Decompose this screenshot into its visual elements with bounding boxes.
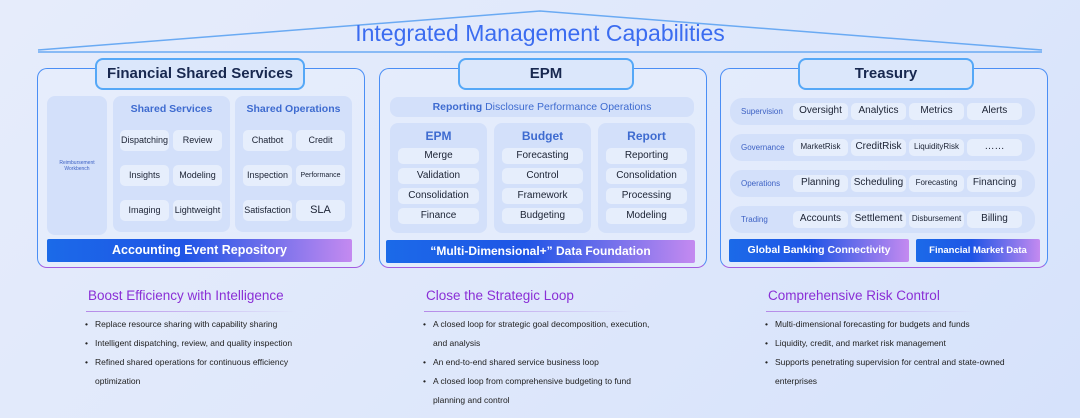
chip-inspection: Inspection <box>243 165 292 186</box>
chip-merge: Merge <box>398 148 479 164</box>
section-underline <box>86 311 296 312</box>
page-title: Integrated Management Capabilities <box>355 20 725 46</box>
chip-marketrisk: MarketRisk <box>793 139 848 156</box>
chip-lightweight: Lightweight <box>173 200 222 221</box>
chip-creditrisk: CreditRisk <box>851 139 906 156</box>
chip-budgeting: Budgeting <box>502 208 583 224</box>
chip-settlement: Settlement <box>851 211 906 228</box>
chip-forecasting: Forecasting <box>909 175 964 192</box>
section-underline <box>424 311 634 312</box>
roof-outline <box>37 10 1043 53</box>
chip-forecasting: Forecasting <box>502 148 583 164</box>
chip-review: Review <box>173 130 222 151</box>
epm-column-title: Report <box>627 129 666 143</box>
treasury-row-label: Trading <box>741 215 768 224</box>
bullet-item: Liquidity, credit, and market risk manag… <box>765 334 1015 353</box>
chip-liquidityrisk: LiquidityRisk <box>909 139 964 156</box>
chip-consolidation: Consolidation <box>606 168 687 184</box>
chip-satisfaction: Satisfaction <box>243 200 292 221</box>
epm-top-bold: Reporting <box>432 101 483 113</box>
fss-title: Financial Shared Services <box>95 58 305 90</box>
chip-metrics: Metrics <box>909 103 964 120</box>
section-heading: Boost Efficiency with Intelligence <box>88 288 284 303</box>
section-bullets: A closed loop for strategic goal decompo… <box>423 315 658 410</box>
epm-top-rest: Disclosure Performance Operations <box>482 101 652 113</box>
bullet-item: Intelligent dispatching, review, and qua… <box>85 334 335 353</box>
chip-performance: Performance <box>296 165 345 186</box>
chip-validation: Validation <box>398 168 479 184</box>
epm-column-title: Budget <box>521 129 564 143</box>
chip-alerts: Alerts <box>967 103 1022 120</box>
chip-imaging: Imaging <box>120 200 169 221</box>
chip-chatbot: Chatbot <box>243 130 292 151</box>
chip-consolidation: Consolidation <box>398 188 479 204</box>
chip-analytics: Analytics <box>851 103 906 120</box>
chip-sla: SLA <box>296 200 345 221</box>
shared-operations-title: Shared Operations <box>246 103 341 115</box>
treasury-row-label: Governance <box>741 143 785 152</box>
chip-insights: Insights <box>120 165 169 186</box>
bullet-item: An end-to-end shared service business lo… <box>423 353 658 372</box>
chip-disbursement: Disbursement <box>909 211 964 228</box>
epm-top-row: Reporting Disclosure Performance Operati… <box>390 97 694 117</box>
treasury-row-label: Supervision <box>741 107 783 116</box>
chip-reporting: Reporting <box>606 148 687 164</box>
financial-market-data-bar: Financial Market Data <box>916 239 1040 262</box>
section-bullets: Replace resource sharing with capability… <box>85 315 335 391</box>
global-banking-connectivity-bar: Global Banking Connectivity <box>729 239 909 262</box>
chip-processing: Processing <box>606 188 687 204</box>
treasury-title: Treasury <box>798 58 974 90</box>
chip-planning: Planning <box>793 175 848 192</box>
bullet-item: Multi-dimensional forecasting for budget… <box>765 315 1015 334</box>
bullet-item: Refined shared operations for continuous… <box>85 353 335 391</box>
section-bullets: Multi-dimensional forecasting for budget… <box>765 315 1015 391</box>
chip-dispatching: Dispatching <box>120 130 169 151</box>
treasury-row-label: Operations <box>741 179 781 188</box>
bullet-item: A closed loop from comprehensive budgeti… <box>423 372 658 410</box>
chip-modeling: Modeling <box>606 208 687 224</box>
bullet-item: A closed loop for strategic goal decompo… <box>423 315 658 353</box>
chip-framework: Framework <box>502 188 583 204</box>
bullet-item: Supports penetrating supervision for cen… <box>765 353 1015 391</box>
section-heading: Comprehensive Risk Control <box>768 288 940 303</box>
section-underline <box>766 311 976 312</box>
chip-……: …… <box>967 139 1022 156</box>
chip-financing: Financing <box>967 175 1022 192</box>
shared-services-title: Shared Services <box>130 103 213 115</box>
chip-scheduling: Scheduling <box>851 175 906 192</box>
bullet-item: Replace resource sharing with capability… <box>85 315 335 334</box>
section-heading: Close the Strategic Loop <box>426 288 574 303</box>
accounting-event-repository-bar: Accounting Event Repository <box>47 239 352 262</box>
data-foundation-bar: “Multi-Dimensional+” Data Foundation <box>386 240 695 263</box>
epm-title: EPM <box>458 58 634 90</box>
reimbursement-workbench: Reimbursement Workbench <box>47 96 107 235</box>
chip-billing: Billing <box>967 211 1022 228</box>
chip-oversight: Oversight <box>793 103 848 120</box>
chip-credit: Credit <box>296 130 345 151</box>
chip-accounts: Accounts <box>793 211 848 228</box>
chip-finance: Finance <box>398 208 479 224</box>
epm-column-title: EPM <box>425 129 452 143</box>
chip-modeling: Modeling <box>173 165 222 186</box>
chip-control: Control <box>502 168 583 184</box>
